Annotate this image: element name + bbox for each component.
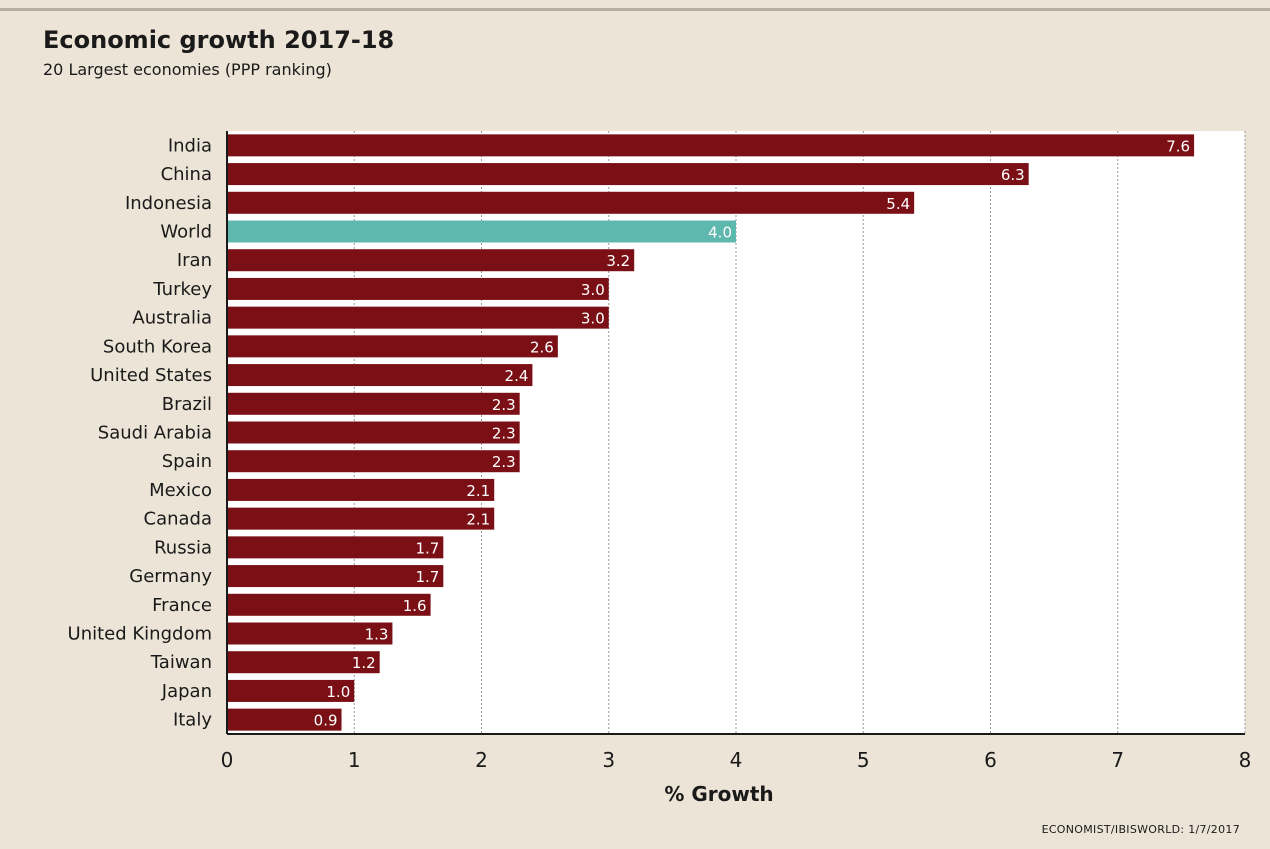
bar-italy (227, 708, 342, 731)
data-label: 2.1 (466, 482, 490, 500)
bar-saudi-arabia (227, 421, 520, 444)
category-label: India (168, 135, 212, 156)
bar-south-korea (227, 335, 558, 358)
data-label: 2.3 (492, 396, 516, 414)
data-label: 1.2 (352, 654, 376, 672)
bar-france (227, 593, 431, 616)
data-label: 1.3 (365, 626, 389, 644)
x-tick-label: 1 (348, 748, 361, 772)
bar-turkey (227, 277, 609, 300)
data-label: 2.1 (466, 511, 490, 529)
category-label: Australia (132, 308, 212, 329)
bar-australia (227, 306, 609, 329)
category-label: Saudi Arabia (98, 423, 212, 444)
data-label: 7.6 (1166, 137, 1190, 155)
category-label: United States (90, 365, 212, 386)
x-tick-label: 2 (475, 748, 488, 772)
bar-united-states (227, 364, 533, 387)
category-label: Mexico (149, 480, 212, 501)
data-label: 1.0 (326, 683, 350, 701)
chart-subtitle: 20 Largest economies (PPP ranking) (43, 60, 332, 79)
category-label: Germany (129, 566, 212, 587)
data-label: 2.3 (492, 425, 516, 443)
data-label: 3.0 (581, 310, 605, 328)
data-label: 0.9 (314, 712, 338, 730)
data-label: 3.2 (606, 252, 630, 270)
data-label: 2.6 (530, 338, 554, 356)
data-label: 2.4 (505, 367, 529, 385)
category-label: Iran (177, 250, 212, 271)
bar-taiwan (227, 651, 380, 674)
category-label: Italy (173, 710, 212, 731)
bar-canada (227, 507, 495, 530)
category-label: Brazil (162, 394, 212, 415)
data-label: 4.0 (708, 224, 732, 242)
data-label: 3.0 (581, 281, 605, 299)
bar-japan (227, 679, 355, 702)
category-label: Russia (154, 537, 212, 558)
bar-russia (227, 536, 444, 559)
bar-mexico (227, 478, 495, 501)
x-tick-label: 5 (857, 748, 870, 772)
bar-india (227, 134, 1195, 157)
data-label: 6.3 (1001, 166, 1025, 184)
data-label: 5.4 (886, 195, 910, 213)
x-axis-title: % Growth (664, 782, 773, 806)
category-label: World (160, 222, 212, 243)
bar-united-kingdom (227, 622, 393, 645)
bar-spain (227, 450, 520, 473)
bar-world (227, 220, 736, 243)
x-tick-label: 0 (221, 748, 234, 772)
category-label: Indonesia (125, 193, 212, 214)
bar-china (227, 163, 1029, 186)
category-label: Taiwan (150, 652, 212, 673)
category-label: Canada (144, 509, 213, 530)
category-label: France (152, 595, 212, 616)
chart-title: Economic growth 2017-18 (43, 26, 395, 54)
x-tick-label: 7 (1111, 748, 1124, 772)
category-label: China (161, 164, 212, 185)
data-label: 2.3 (492, 453, 516, 471)
x-tick-label: 3 (602, 748, 615, 772)
bar-indonesia (227, 191, 915, 214)
top-rule (0, 8, 1270, 11)
category-label: South Korea (103, 336, 212, 357)
category-label: United Kingdom (68, 624, 212, 645)
category-label: Spain (162, 451, 212, 472)
category-label: Turkey (152, 279, 212, 300)
data-label: 1.7 (415, 568, 439, 586)
data-label: 1.6 (403, 597, 427, 615)
bar-brazil (227, 392, 520, 415)
bar-germany (227, 565, 444, 588)
x-tick-label: 6 (984, 748, 997, 772)
data-label: 1.7 (415, 539, 439, 557)
bar-iran (227, 249, 635, 272)
x-tick-label: 8 (1239, 748, 1252, 772)
category-label: Japan (161, 681, 212, 702)
chart-source: ECONOMIST/IBISWORLD: 1/7/2017 (1041, 823, 1240, 836)
x-tick-label: 4 (730, 748, 743, 772)
